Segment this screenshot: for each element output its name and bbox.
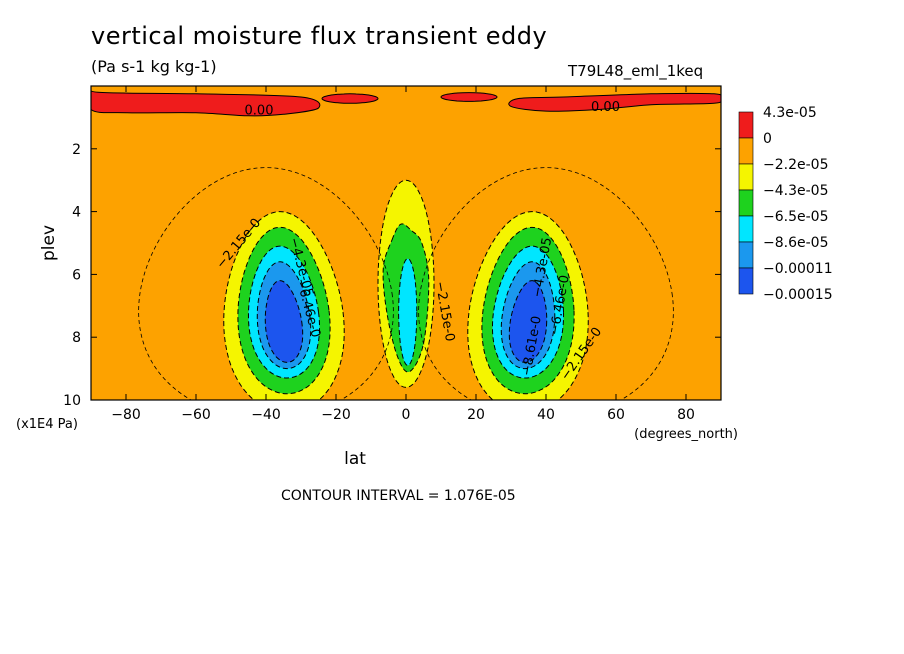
colorbar-swatch: [738, 137, 754, 165]
x-tick-label: 60: [607, 407, 625, 423]
colorbar-swatch: [738, 267, 754, 295]
y-tick-label: 6: [72, 267, 81, 283]
positive-band-north-contour: [508, 92, 721, 112]
lobe-south-level-6: [265, 280, 303, 363]
colorbar-label: −8.6e-05: [763, 235, 828, 251]
y-tick-label: 2: [72, 142, 81, 158]
colorbar-swatch: [738, 163, 754, 191]
x-axis-units: (degrees_north): [634, 427, 738, 442]
y-tick-label: 4: [72, 205, 81, 221]
lobe-north-level-3-contour: [481, 226, 575, 395]
x-tick-label: −40: [251, 407, 281, 423]
colorbar-swatch: [738, 215, 754, 243]
contour-interval-note: CONTOUR INTERVAL = 1.076E-05: [281, 488, 516, 504]
colorbar-label: 0: [763, 131, 772, 147]
y-tick-label: 8: [72, 330, 81, 346]
colorbar-label: −4.3e-05: [763, 183, 828, 199]
equator-level-4: [398, 258, 417, 366]
equator-level-2-contour: [377, 179, 435, 388]
contour-label: 0.00: [245, 103, 274, 118]
x-tick-label: −60: [181, 407, 211, 423]
positive-band-south-contour: [91, 86, 321, 117]
x-tick-label: −80: [111, 407, 141, 423]
positive-band-north: [508, 93, 721, 112]
colorbar-label: −2.2e-05: [763, 157, 828, 173]
x-tick-label: 40: [537, 407, 555, 423]
colorbar-label: −6.5e-05: [763, 209, 828, 225]
outer-contour-north: [418, 167, 674, 400]
x-axis-label: lat: [344, 449, 366, 469]
contour-label: 0.00: [591, 100, 620, 115]
colorbar-label: −0.00015: [763, 287, 833, 303]
x-tick-label: 0: [402, 407, 411, 423]
chart-units: (Pa s-1 kg kg-1): [91, 57, 217, 76]
lobe-north-level-5-contour: [500, 261, 556, 370]
x-tick-label: 20: [467, 407, 485, 423]
colorbar-swatch: [738, 241, 754, 269]
positive-patch-2: [441, 92, 497, 102]
equator-level-3-contour: [382, 223, 430, 373]
outer-contour-south: [138, 167, 394, 400]
x-tick-label: 80: [677, 407, 695, 423]
colorbar-swatch: [738, 189, 754, 217]
positive-patch-1-contour: [321, 93, 379, 104]
lobe-south-level-4-contour: [247, 245, 321, 379]
lobe-south-level-6-contour: [264, 280, 304, 363]
y-tick-label: 10: [63, 393, 81, 409]
colorbar-label: −0.00011: [763, 261, 833, 277]
lobe-north-level-2-contour: [467, 211, 589, 400]
lobe-north-level-4-contour: [491, 245, 565, 379]
y-axis-label: plev: [39, 225, 59, 261]
positive-patch-1: [322, 93, 378, 104]
run-label: T79L48_eml_1keq: [568, 62, 704, 80]
colorbar-label: 4.3e-05: [763, 105, 817, 121]
y-axis-units: (x1E4 Pa): [16, 417, 78, 432]
positive-patch-2-contour: [440, 92, 498, 102]
chart-title: vertical moisture flux transient eddy: [91, 22, 548, 50]
lobe-north-level-6: [509, 280, 547, 363]
lobe-south-level-5-contour: [256, 261, 312, 370]
x-tick-label: −20: [321, 407, 351, 423]
colorbar-swatch: [738, 111, 754, 139]
lobe-north-level-6-contour: [508, 280, 548, 363]
lobe-south-level-3-contour: [237, 226, 331, 395]
